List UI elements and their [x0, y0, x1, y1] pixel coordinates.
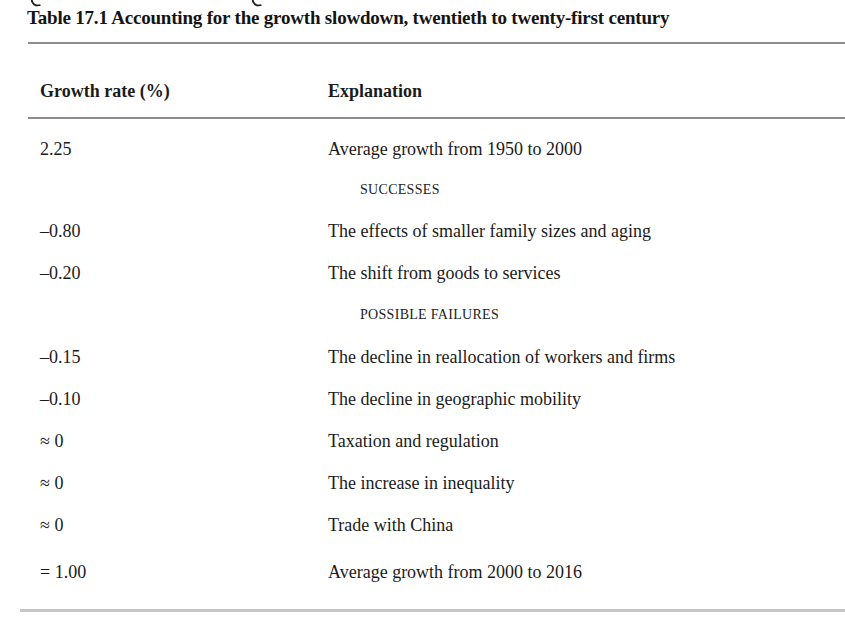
book-page: Table 17.1 Accounting for the growth slo… — [0, 0, 845, 620]
growth-rate-cell: ≈ 0 — [40, 515, 63, 535]
table-row: –0.10 The decline in geographic mobility — [0, 389, 845, 409]
column-header-growth-rate: Growth rate (%) — [40, 81, 170, 101]
bottom-rule — [20, 609, 845, 612]
explanation-cell: The decline in reallocation of workers a… — [328, 347, 675, 367]
table-row: –0.15 The decline in reallocation of work… — [0, 347, 845, 367]
section-label-row: POSSIBLE FAILURES — [0, 305, 845, 325]
title-rule — [28, 42, 845, 44]
explanation-cell: Average growth from 2000 to 2016 — [328, 562, 582, 582]
growth-rate-cell: ≈ 0 — [40, 473, 63, 493]
table-row: ≈ 0 Trade with China — [0, 515, 845, 535]
table-row: ≈ 0 Taxation and regulation — [0, 431, 845, 451]
explanation-cell: Average growth from 1950 to 2000 — [328, 139, 582, 159]
explanation-cell: The increase in inequality — [328, 473, 514, 493]
growth-rate-cell: = 1.00 — [40, 562, 86, 582]
growth-rate-cell: 2.25 — [40, 139, 72, 159]
column-header-explanation: Explanation — [328, 81, 422, 101]
explanation-cell: The effects of smaller family sizes and … — [328, 221, 651, 241]
explanation-cell: The shift from goods to services — [328, 263, 560, 283]
growth-rate-cell: ≈ 0 — [40, 431, 63, 451]
explanation-cell: The decline in geographic mobility — [328, 389, 581, 409]
section-label-row: SUCCESSES — [0, 180, 845, 200]
table-row: –0.80 The effects of smaller family sizes… — [0, 221, 845, 241]
explanation-cell: Taxation and regulation — [328, 431, 499, 451]
table-header-row: Growth rate (%) Explanation — [0, 81, 845, 101]
table-row: ≈ 0 The increase in inequality — [0, 473, 845, 493]
explanation-cell: Trade with China — [328, 515, 453, 535]
growth-rate-cell: –0.10 — [40, 389, 81, 409]
table-row: = 1.00 Average growth from 2000 to 2016 — [0, 562, 845, 582]
section-label: POSSIBLE FAILURES — [360, 305, 499, 325]
growth-rate-cell: –0.15 — [40, 347, 81, 367]
header-rule — [28, 117, 845, 119]
table-row: –0.20 The shift from goods to services — [0, 263, 845, 283]
growth-rate-cell: –0.80 — [40, 221, 81, 241]
table-row: 2.25 Average growth from 1950 to 2000 — [0, 139, 845, 159]
growth-rate-cell: –0.20 — [40, 263, 81, 283]
table-title: Table 17.1 Accounting for the growth slo… — [27, 7, 669, 29]
section-label: SUCCESSES — [360, 180, 440, 200]
